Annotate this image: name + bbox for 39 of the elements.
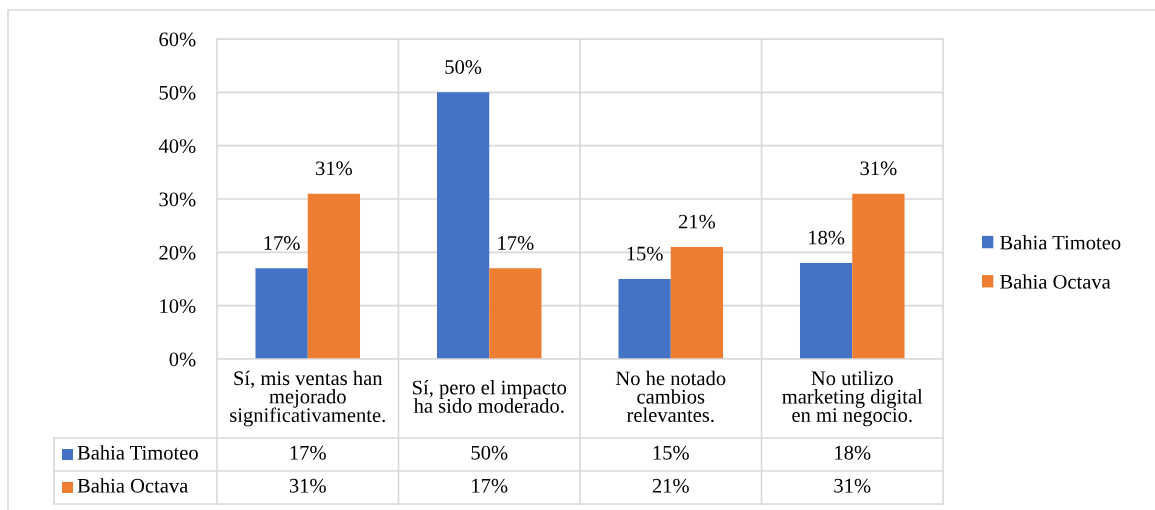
y-tick-label: 40% — [158, 139, 196, 154]
y-tick-label: 20% — [159, 245, 196, 260]
data-label: 21% — [652, 478, 689, 493]
y-tick-label: 0% — [169, 352, 196, 367]
legend-label: Bahia Octava — [1000, 274, 1111, 289]
data-label: 15% — [653, 445, 689, 460]
bar — [799, 263, 853, 359]
text: Bahia Timoteo — [1000, 235, 1121, 250]
text: 18% — [809, 230, 845, 245]
data-label: 18% — [835, 445, 871, 460]
bar — [852, 193, 905, 359]
text: 50% — [445, 60, 482, 74]
y-tick-label: 60% — [159, 32, 196, 47]
text: 17% — [498, 236, 534, 250]
x-tick-label: Sí, mis ventas han mejorado significativamente. — [230, 370, 385, 427]
bar — [670, 247, 724, 359]
y-tick-label: 50% — [159, 85, 196, 100]
text: 15% — [627, 246, 663, 261]
data-label: 31% — [289, 478, 326, 493]
text: 31% — [860, 161, 897, 176]
text: Bahia Octava — [77, 478, 189, 493]
data-label: 31% — [834, 478, 871, 493]
text: 31% — [316, 161, 353, 176]
data-label: 17% — [290, 445, 326, 460]
y-tick-label: 10% — [160, 299, 196, 314]
bar — [489, 268, 542, 359]
legend-label: Bahia Timoteo — [77, 445, 198, 460]
data-label: 50% — [471, 445, 508, 460]
x-tick-label: Sí, pero el impacto ha sido moderado. — [412, 379, 567, 413]
bar — [307, 193, 361, 359]
text: 21% — [678, 214, 716, 229]
x-tick-label: No utilizo marketing digital en mi negocio. — [782, 370, 923, 427]
data-label: 17% — [472, 478, 508, 493]
x-tick-label: No he notado cambios relevantes. — [615, 370, 726, 423]
bar — [436, 92, 490, 359]
bar — [618, 279, 671, 359]
text: 17% — [264, 236, 300, 250]
bar — [255, 268, 308, 359]
y-tick-label: 30% — [159, 192, 196, 207]
